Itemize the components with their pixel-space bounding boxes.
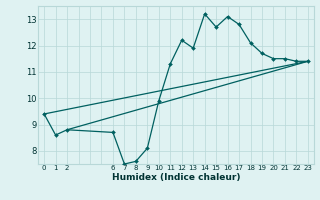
X-axis label: Humidex (Indice chaleur): Humidex (Indice chaleur) — [112, 173, 240, 182]
